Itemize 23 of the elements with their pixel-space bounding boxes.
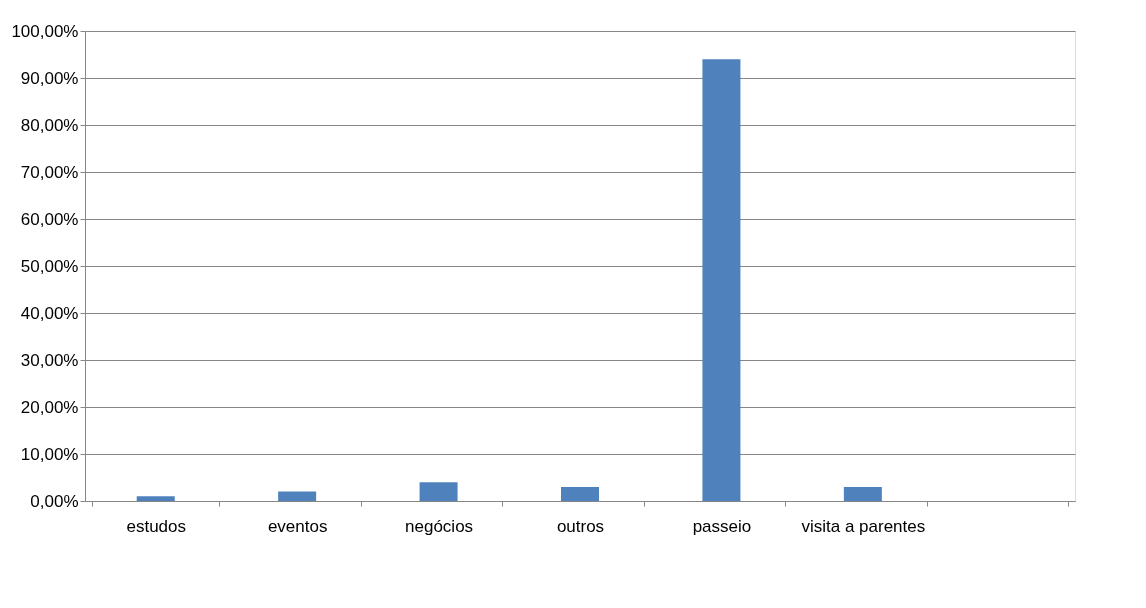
x-tick-label: outros <box>556 516 605 536</box>
y-tick-label: 0,00% <box>30 491 79 511</box>
y-tick-label: 10,00% <box>20 444 79 464</box>
x-tick-label: negócios <box>405 516 474 536</box>
bar <box>136 496 175 501</box>
bar <box>843 486 882 501</box>
bar <box>419 482 458 501</box>
x-tick-label: visita a parentes <box>801 516 926 536</box>
y-tick-label: 100,00% <box>11 21 79 41</box>
bar <box>278 491 317 501</box>
bar <box>702 59 741 501</box>
y-tick-label: 50,00% <box>20 256 79 276</box>
y-tick-label: 90,00% <box>20 68 79 88</box>
y-tick-label: 60,00% <box>20 209 79 229</box>
y-tick-label: 80,00% <box>20 115 79 135</box>
x-tick-label: eventos <box>267 516 328 536</box>
y-tick-label: 20,00% <box>20 397 79 417</box>
x-tick-label: passeio <box>692 516 752 536</box>
y-tick-label: 40,00% <box>20 303 79 323</box>
y-tick-label: 30,00% <box>20 350 79 370</box>
bar <box>561 486 599 501</box>
x-tick-label: estudos <box>126 516 186 536</box>
y-tick-label: 70,00% <box>20 162 79 182</box>
